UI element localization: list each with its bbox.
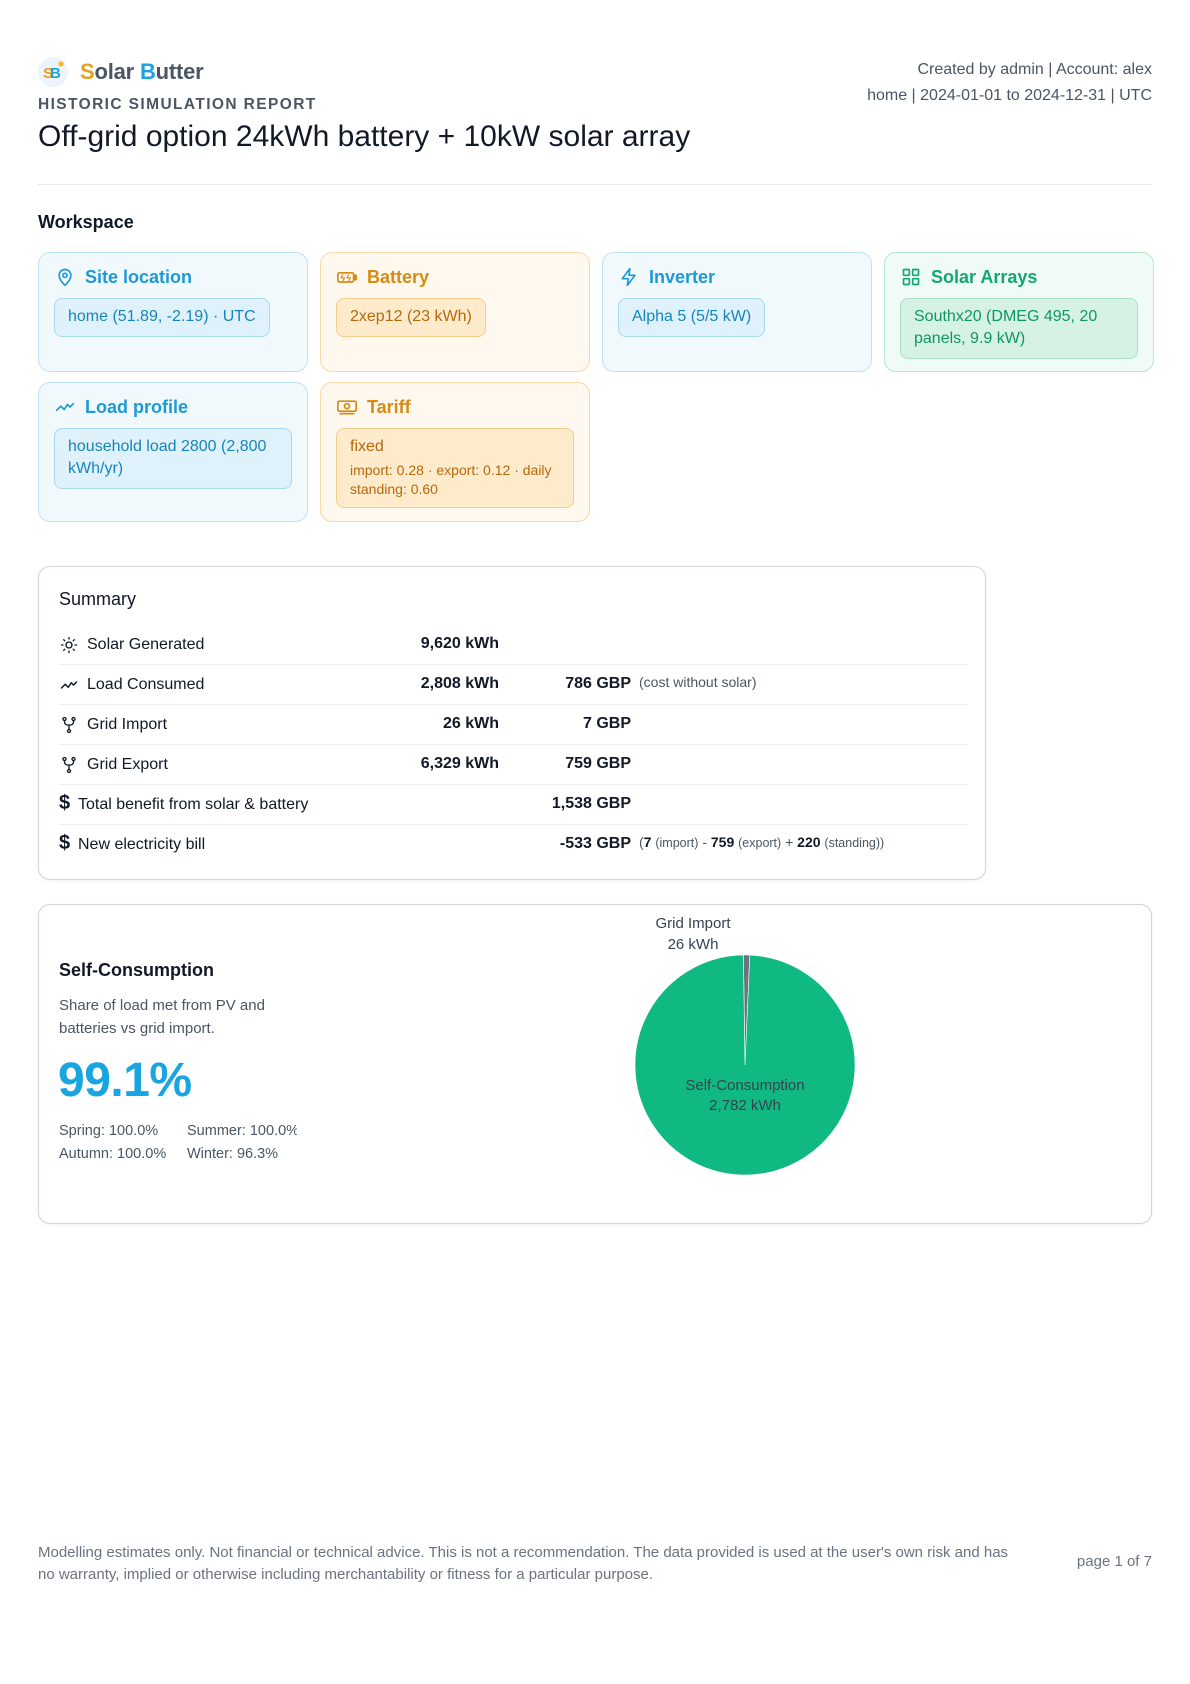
row-cost: 7 GBP <box>582 715 631 732</box>
row-cost: 1,538 GBP <box>551 795 631 812</box>
summary-panel: Summary Solar Generated 9,620 kWh Load C… <box>38 566 986 880</box>
row-cost: 759 GBP <box>565 755 631 772</box>
footer-disclaimer: Modelling estimates only. Not financial … <box>38 1544 1009 1583</box>
summary-row-grid-import: Grid Import 26 kWh 7 GBP <box>59 705 967 745</box>
panel-edge <box>1148 923 1151 1213</box>
self-consumption-percent: 99.1% <box>58 1054 192 1107</box>
card-title: Inverter <box>649 266 716 287</box>
card-tariff: Tariff fixed import: 0.28 · export: 0.12… <box>320 382 590 522</box>
summary-row-solar-generated: Solar Generated 9,620 kWh <box>59 625 967 665</box>
tariff-type: fixed <box>350 438 384 455</box>
row-label: Total benefit from solar & battery <box>78 796 309 813</box>
card-site-location: Site location home (51.89, -2.19) · UTC <box>38 252 308 372</box>
svg-text:S: S <box>43 65 53 82</box>
battery-icon <box>336 266 358 288</box>
dollar-icon: $ <box>59 792 71 814</box>
inverter-chip[interactable]: Alpha 5 (5/5 kW) <box>618 298 766 337</box>
map-pin-icon <box>54 266 76 288</box>
pie-value-grid-import: 26 kWh <box>668 936 719 953</box>
row-label: New electricity bill <box>78 836 206 853</box>
site-location-chip[interactable]: home (51.89, -2.19) · UTC <box>54 298 270 337</box>
brand: S B Solar Butter <box>38 57 204 87</box>
svg-text:B: B <box>50 65 61 82</box>
row-label: Solar Generated <box>87 636 205 653</box>
report-kicker: HISTORIC SIMULATION REPORT <box>38 96 317 113</box>
row-cost: 786 GBP <box>565 675 631 692</box>
dollar-icon: $ <box>59 832 71 854</box>
season-spring: Spring: 100.0% <box>59 1123 159 1139</box>
header-divider <box>38 184 1152 185</box>
battery-chip[interactable]: 2xep12 (23 kWh) <box>336 298 486 337</box>
report-title: Off-grid option 24kWh battery + 10kW sol… <box>38 120 691 153</box>
season-winter: Winter: 96.3% <box>187 1146 279 1162</box>
row-label: Load Consumed <box>87 676 205 693</box>
summary-title: Summary <box>59 589 137 609</box>
card-battery: Battery 2xep12 (23 kWh) <box>320 252 590 372</box>
trend-icon <box>59 675 79 695</box>
lightning-icon <box>618 266 640 288</box>
load-profile-chip[interactable]: household load 2800 (2,800 kWh/yr) <box>54 428 292 489</box>
bill-breakdown: (7 (import) - 759 (export) + 220 (standi… <box>639 834 885 850</box>
season-summer: Summer: 100.0% <box>187 1123 297 1139</box>
meta-site-period: home | 2024-01-01 to 2024-12-31 | UTC <box>867 87 1152 104</box>
card-title: Site location <box>85 266 193 287</box>
row-cost: -533 GBP <box>559 835 631 852</box>
self-consumption-description: Share of load met from PV and batteries … <box>59 997 265 1037</box>
row-label: Grid Export <box>87 756 168 773</box>
card-title: Load profile <box>85 396 188 417</box>
season-autumn: Autumn: 100.0% <box>59 1146 167 1162</box>
brand-name: Solar Butter <box>80 59 204 84</box>
grid-icon <box>900 266 922 288</box>
pie-label-self-consumption: Self-Consumption <box>685 1077 804 1094</box>
self-consumption-title: Self-Consumption <box>59 960 214 980</box>
self-consumption-panel: Self-Consumption Share of load met from … <box>38 904 1152 1224</box>
meta-created-by: Created by admin | Account: alex <box>917 61 1152 78</box>
card-title: Solar Arrays <box>931 266 1038 287</box>
card-load-profile: Load profile household load 2800 (2,800 … <box>38 382 308 522</box>
pie-value-self-consumption: 2,782 kWh <box>709 1097 781 1114</box>
row-energy: 9,620 kWh <box>420 635 499 652</box>
tariff-rates: import: 0.28 · export: 0.12 · daily stan… <box>350 462 552 497</box>
workspace-title: Workspace <box>38 212 134 232</box>
row-label: Grid Import <box>87 716 168 733</box>
card-inverter: Inverter Alpha 5 (5/5 kW) <box>602 252 872 372</box>
row-energy: 6,329 kWh <box>420 755 499 772</box>
self-consumption-pie-chart: Grid Import 26 kWh Self-Consumption 2,782 k… <box>39 905 1151 1223</box>
summary-row-new-bill: $ New electricity bill -533 GBP (7 (impo… <box>59 825 967 865</box>
trend-icon <box>54 396 76 418</box>
tariff-chip[interactable]: fixed import: 0.28 · export: 0.12 · dail… <box>336 428 574 508</box>
solar-arrays-chip[interactable]: Southx20 (DMEG 495, 20 panels, 9.9 kW) <box>900 298 1138 359</box>
card-solar-arrays: Solar Arrays Southx20 (DMEG 495, 20 pane… <box>884 252 1154 372</box>
row-energy: 2,808 kWh <box>420 675 499 692</box>
summary-row-load-consumed: Load Consumed 2,808 kWh 786 GBP (cost wi… <box>59 665 967 705</box>
pie-label-grid-import: Grid Import <box>655 915 731 932</box>
fork-icon <box>59 755 79 775</box>
seasonal-breakdown: Spring: 100.0% Summer: 100.0% Autumn: 10… <box>59 1123 297 1173</box>
solar-butter-logo-icon: S B <box>38 57 68 87</box>
pie-slice-self-consumption <box>634 954 856 1176</box>
row-note: (cost without solar) <box>639 674 757 690</box>
summary-row-grid-export: Grid Export 6,329 kWh 759 GBP <box>59 745 967 785</box>
page-number: page 1 of 7 <box>1076 1553 1152 1570</box>
row-energy: 26 kWh <box>442 715 499 732</box>
sun-icon <box>59 635 79 655</box>
report-meta: Created by admin | Account: alex home | … <box>867 57 1152 109</box>
card-title: Battery <box>367 266 430 287</box>
summary-row-total-benefit: $ Total benefit from solar & battery 1,5… <box>59 785 967 825</box>
banknote-icon <box>336 396 358 418</box>
fork-icon <box>59 715 79 735</box>
card-title: Tariff <box>367 396 411 417</box>
